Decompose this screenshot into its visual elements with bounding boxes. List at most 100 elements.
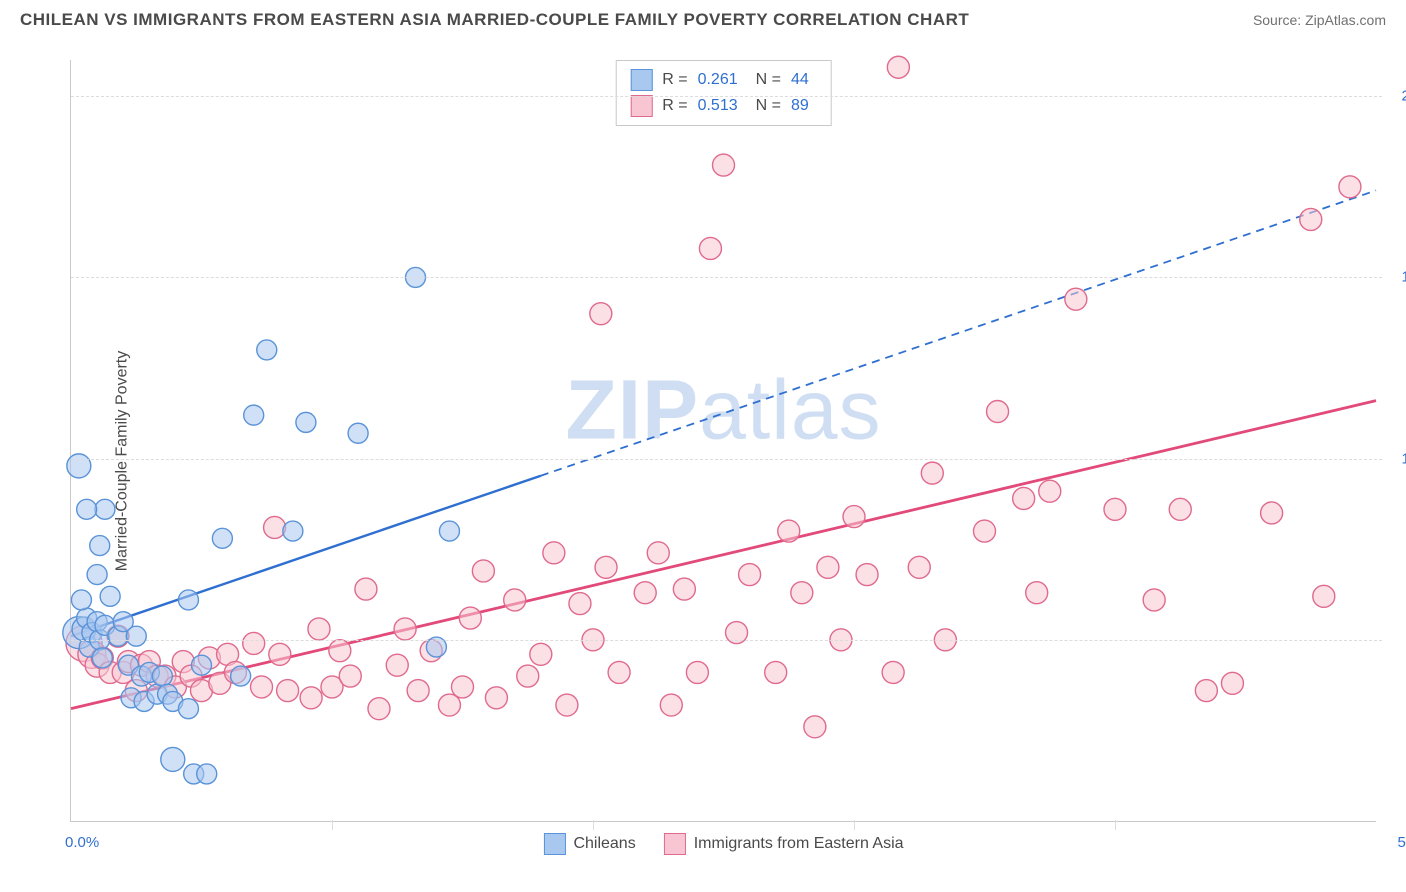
plot-area: ZIPatlas R = 0.261 N = 44 R = 0.513 N = …	[70, 60, 1376, 822]
r-value-chileans: 0.261	[698, 71, 738, 89]
scatter-point	[212, 528, 232, 548]
r-value-immigrants: 0.513	[698, 97, 738, 115]
n-value-immigrants: 89	[791, 97, 809, 115]
scatter-point	[817, 556, 839, 578]
x-tick-max: 50.0%	[1397, 834, 1406, 851]
scatter-point	[472, 560, 494, 582]
scatter-point	[1195, 680, 1217, 702]
legend-label-immigrants: Immigrants from Eastern Asia	[694, 835, 904, 853]
scatter-point	[856, 564, 878, 586]
scatter-point	[1065, 288, 1087, 310]
scatter-point	[126, 626, 146, 646]
y-tick-label: 20.0%	[1401, 88, 1406, 105]
scatter-point	[713, 154, 735, 176]
scatter-point	[368, 698, 390, 720]
scatter-point	[178, 699, 198, 719]
source-label: Source: ZipAtlas.com	[1253, 12, 1386, 28]
scatter-point	[308, 618, 330, 640]
scatter-point	[887, 56, 909, 78]
scatter-point	[739, 564, 761, 586]
scatter-point	[439, 521, 459, 541]
scatter-point	[699, 237, 721, 259]
x-tick-min: 0.0%	[65, 834, 99, 851]
scatter-point	[1169, 498, 1191, 520]
scatter-point	[283, 521, 303, 541]
scatter-point	[987, 401, 1009, 423]
scatter-point	[152, 666, 172, 686]
scatter-point	[590, 303, 612, 325]
scatter-point	[1026, 582, 1048, 604]
scatter-point	[634, 582, 656, 604]
scatter-point	[673, 578, 695, 600]
correlation-legend: R = 0.261 N = 44 R = 0.513 N = 89	[615, 60, 832, 126]
scatter-point	[543, 542, 565, 564]
scatter-point	[1039, 480, 1061, 502]
scatter-point	[407, 680, 429, 702]
scatter-point	[394, 618, 416, 640]
scatter-point	[1013, 487, 1035, 509]
scatter-point	[277, 680, 299, 702]
n-label: N =	[756, 71, 781, 89]
scatter-point	[1104, 498, 1126, 520]
scatter-point	[269, 643, 291, 665]
scatter-point	[339, 665, 361, 687]
scatter-point	[87, 565, 107, 585]
n-value-chileans: 44	[791, 71, 809, 89]
scatter-point	[355, 578, 377, 600]
scatter-point	[100, 586, 120, 606]
scatter-point	[1261, 502, 1283, 524]
scatter-svg	[71, 60, 1376, 821]
scatter-point	[329, 640, 351, 662]
legend-item-chileans: Chileans	[543, 833, 635, 855]
header: CHILEAN VS IMMIGRANTS FROM EASTERN ASIA …	[0, 0, 1406, 36]
scatter-point	[257, 340, 277, 360]
scatter-point	[569, 593, 591, 615]
scatter-point	[791, 582, 813, 604]
swatch-chileans	[630, 69, 652, 91]
scatter-point	[243, 632, 265, 654]
scatter-point	[197, 764, 217, 784]
scatter-point	[530, 643, 552, 665]
scatter-point	[1339, 176, 1361, 198]
scatter-point	[608, 661, 630, 683]
scatter-point	[251, 676, 273, 698]
swatch-immigrants	[630, 95, 652, 117]
scatter-point	[452, 676, 474, 698]
scatter-point	[556, 694, 578, 716]
scatter-point	[1143, 589, 1165, 611]
swatch-chileans-icon	[543, 833, 565, 855]
scatter-point	[974, 520, 996, 542]
scatter-point	[438, 694, 460, 716]
chart-title: CHILEAN VS IMMIGRANTS FROM EASTERN ASIA …	[20, 10, 969, 30]
scatter-point	[77, 499, 97, 519]
scatter-point	[178, 590, 198, 610]
legend-label-chileans: Chileans	[573, 835, 635, 853]
chart-area: Married-Couple Family Poverty ZIPatlas R…	[20, 40, 1386, 882]
scatter-point	[908, 556, 930, 578]
scatter-point	[1221, 672, 1243, 694]
scatter-point	[95, 499, 115, 519]
scatter-point	[244, 405, 264, 425]
scatter-point	[348, 423, 368, 443]
scatter-point	[485, 687, 507, 709]
legend-row-chileans: R = 0.261 N = 44	[630, 67, 817, 93]
scatter-point	[647, 542, 669, 564]
scatter-point	[231, 666, 251, 686]
scatter-point	[264, 516, 286, 538]
scatter-point	[1300, 208, 1322, 230]
n-label: N =	[756, 97, 781, 115]
y-tick-label: 10.0%	[1401, 450, 1406, 467]
scatter-point	[71, 590, 91, 610]
scatter-point	[296, 412, 316, 432]
scatter-point	[92, 648, 112, 668]
scatter-point	[192, 655, 212, 675]
scatter-point	[843, 506, 865, 528]
scatter-point	[882, 661, 904, 683]
r-label: R =	[662, 71, 687, 89]
scatter-point	[300, 687, 322, 709]
scatter-point	[67, 454, 91, 478]
scatter-point	[386, 654, 408, 676]
scatter-point	[90, 536, 110, 556]
scatter-point	[921, 462, 943, 484]
scatter-point	[686, 661, 708, 683]
